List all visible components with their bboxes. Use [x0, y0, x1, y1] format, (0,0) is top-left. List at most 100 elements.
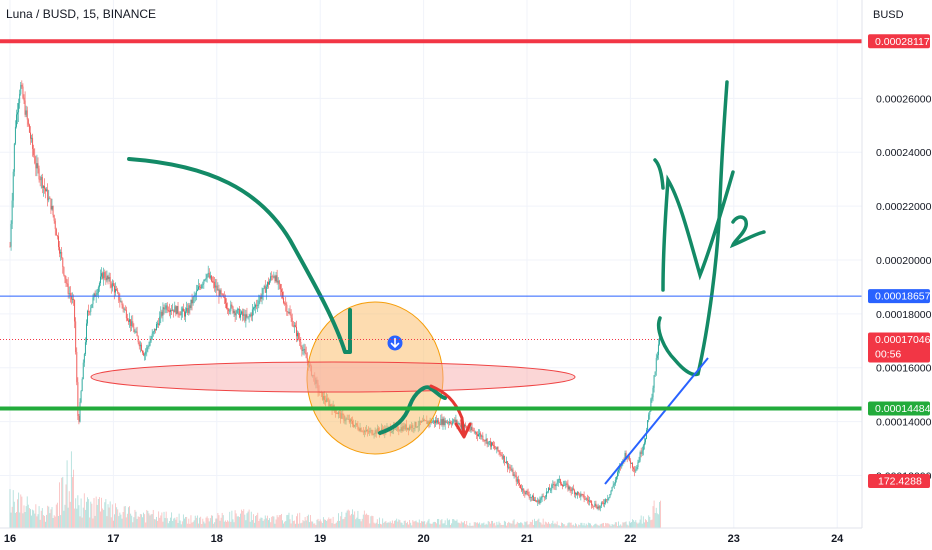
candle-body: [657, 344, 659, 356]
volume-bar: [593, 525, 595, 528]
volume-bar: [144, 514, 146, 528]
volume-bar: [529, 521, 531, 528]
candle-body: [109, 276, 111, 285]
volume-bar: [63, 510, 65, 528]
candle-body: [604, 503, 605, 505]
price-tag-label: 0.00018657: [875, 291, 931, 303]
candle-body: [497, 446, 499, 451]
volume-bar: [487, 521, 489, 528]
candle-body: [228, 309, 230, 312]
volume-bar: [278, 515, 280, 528]
candle-body: [241, 311, 243, 314]
volume-bar: [250, 511, 252, 528]
volume-bar: [354, 511, 356, 528]
volume-bar: [603, 522, 604, 528]
red-ellipse-annotation[interactable]: [90, 361, 576, 393]
volume-bar: [536, 520, 538, 528]
volume-bar: [597, 525, 599, 528]
candle-body: [67, 283, 69, 294]
volume-bar: [649, 516, 651, 528]
candle-body: [46, 189, 48, 192]
volume-bar: [581, 522, 583, 528]
candle-body: [432, 420, 434, 422]
candle-body: [156, 324, 157, 331]
volume-bar: [565, 526, 567, 528]
candle-body: [562, 484, 563, 487]
candle-body: [92, 297, 94, 305]
volume-bar: [174, 517, 176, 528]
candle-body: [567, 483, 569, 490]
candle-body: [45, 188, 46, 192]
volume-bar: [301, 522, 303, 528]
green-zigzag-annotation[interactable]: [661, 170, 735, 292]
candle-body: [568, 486, 570, 490]
volume-bar: [272, 515, 274, 528]
volume-bar: [627, 525, 629, 528]
handwritten-2-annotation[interactable]: [729, 215, 766, 249]
volume-bar: [336, 520, 338, 528]
volume-bar: [151, 514, 153, 528]
handwritten-1-annotation[interactable]: [653, 158, 665, 190]
volume-bar: [202, 518, 204, 528]
volume-bar: [149, 515, 151, 528]
volume-bar: [17, 499, 18, 528]
volume-bar: [266, 515, 268, 528]
volume-bar: [473, 522, 475, 528]
volume-bar: [163, 511, 165, 528]
candle-body: [130, 319, 132, 326]
green-wave-annotation[interactable]: [378, 385, 447, 435]
candle-body: [262, 288, 264, 295]
candle-body: [571, 488, 573, 492]
volume-bar: [623, 522, 625, 528]
volume-bar: [550, 524, 552, 528]
candle-body: [514, 474, 516, 476]
candle-body: [580, 494, 582, 497]
candle-body: [12, 171, 14, 201]
volume-bar: [60, 515, 62, 528]
green-curve-annotation[interactable]: [127, 157, 352, 354]
volume-bar: [424, 521, 426, 528]
candle-body: [617, 472, 618, 477]
candle-body: [140, 344, 142, 351]
price-tag-label: 0.00014484: [875, 403, 931, 415]
volume-bar: [41, 508, 43, 528]
candle-body: [194, 294, 196, 296]
volume-bar: [480, 524, 482, 528]
green-projection-annotation[interactable]: [657, 80, 729, 377]
volume-bar: [419, 522, 421, 528]
volume-bar: [325, 519, 327, 528]
candle-body: [441, 419, 443, 425]
candle-body: [483, 439, 485, 441]
volume-bar: [492, 520, 493, 528]
drawing-annotations[interactable]: [90, 80, 766, 485]
candle-body: [618, 469, 620, 473]
candle-body: [184, 311, 185, 317]
volume-tag: [868, 474, 930, 488]
candle-body: [174, 306, 176, 313]
blue-trendline-annotation[interactable]: [604, 357, 709, 485]
red-arrow-annotation[interactable]: [429, 384, 472, 439]
volume-bar: [206, 516, 208, 528]
volume-bar: [317, 518, 319, 528]
candle-body: [512, 469, 514, 476]
volume-bar: [191, 522, 193, 528]
price-tag-label: 0.00017046: [875, 334, 931, 346]
volume-bar: [442, 523, 444, 528]
candle-body: [58, 236, 59, 248]
candle-body: [519, 482, 520, 485]
volume-bar: [275, 519, 277, 528]
arrow-down-marker-icon[interactable]: [387, 335, 403, 351]
volume-bar: [657, 514, 659, 528]
candle-body: [563, 485, 565, 487]
candle-body: [70, 296, 72, 300]
volume-bar: [146, 509, 148, 528]
candle-body: [158, 323, 160, 326]
volume-bar: [338, 513, 339, 528]
candle-body: [438, 420, 440, 425]
volume-bar: [111, 504, 113, 528]
candle-body: [162, 307, 164, 316]
candle-body: [161, 311, 163, 316]
candle-body: [639, 452, 641, 461]
volume-bar: [395, 520, 397, 528]
